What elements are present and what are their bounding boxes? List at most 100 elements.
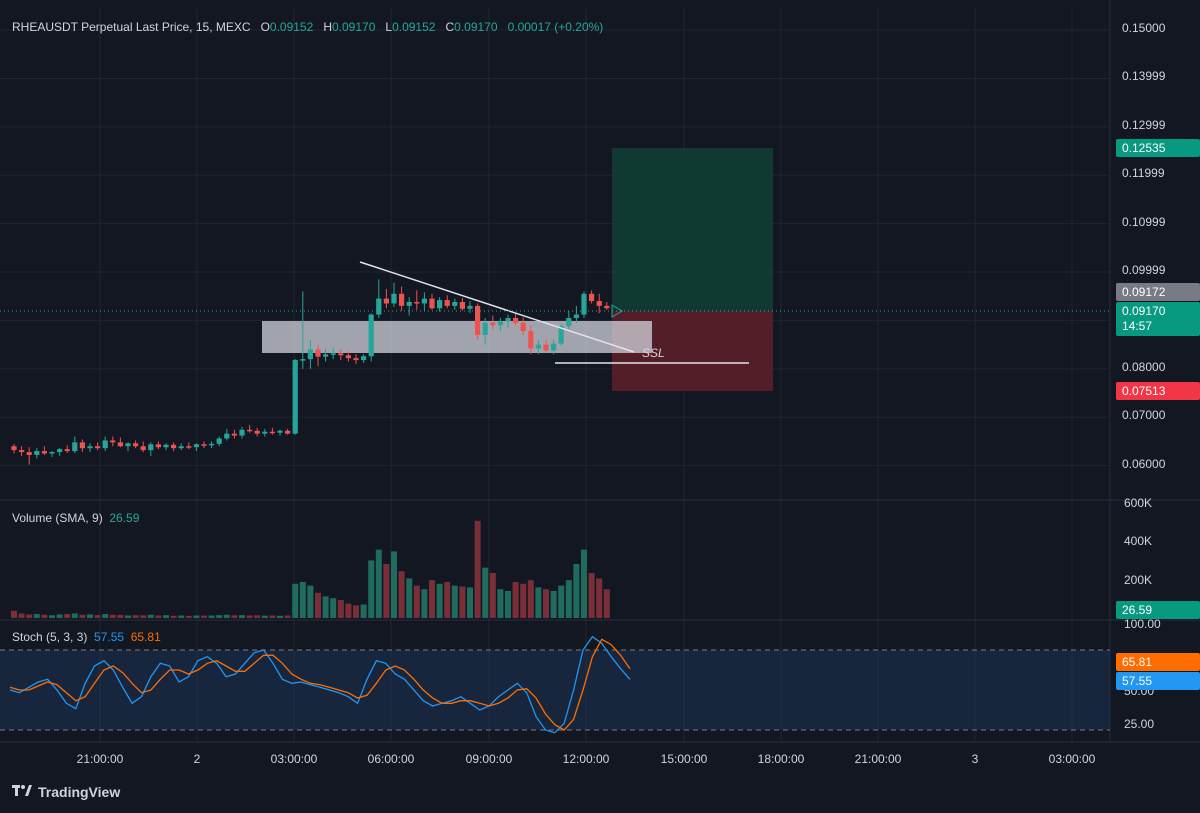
- price-axis-label: 0.09999: [1122, 263, 1166, 277]
- volume-bar: [277, 615, 283, 618]
- volume-bar: [132, 615, 139, 618]
- volume-bar: [436, 583, 443, 618]
- last-price-tag: 0.09170 14:57: [1116, 302, 1200, 336]
- time-axis-label: 3: [971, 752, 979, 766]
- volume-bar: [26, 614, 33, 618]
- volume-legend[interactable]: Volume (SMA, 9) 26.59: [12, 511, 139, 525]
- support-zone: [262, 321, 652, 353]
- candle-body: [315, 349, 321, 357]
- stoch-d-line: [9, 638, 631, 731]
- candle-body: [19, 450, 25, 453]
- candle-body: [345, 355, 351, 359]
- volume-bar: [375, 549, 382, 618]
- target-price-tag: 0.12535: [1116, 139, 1200, 157]
- candle-body: [338, 353, 344, 356]
- volume-bar: [125, 615, 131, 618]
- volume-bar: [33, 614, 40, 618]
- volume-bar: [185, 615, 192, 618]
- volume-bar: [383, 564, 390, 618]
- candle-body: [34, 451, 40, 455]
- stoch-legend[interactable]: Stoch (5, 3, 3) 57.55 65.81: [12, 630, 161, 644]
- volume-bar: [216, 615, 223, 618]
- candle-body: [41, 451, 47, 454]
- symbol-title: RHEAUSDT Perpetual Last Price, 15, MEXC: [12, 20, 251, 34]
- volume-bar: [292, 583, 299, 618]
- volume-bar: [223, 614, 230, 618]
- close-value: 0.09170: [454, 20, 498, 34]
- candle-body: [406, 302, 412, 306]
- volume-axis-label: 400K: [1124, 534, 1153, 548]
- volume-bar: [558, 585, 565, 618]
- ssl-annotation[interactable]: SSL: [642, 346, 665, 360]
- volume-bar: [603, 589, 610, 618]
- candle-body: [102, 440, 108, 449]
- candle-body: [231, 433, 237, 436]
- volume-bar: [11, 610, 17, 618]
- symbol-legend[interactable]: RHEAUSDT Perpetual Last Price, 15, MEXC …: [12, 20, 603, 34]
- candle-body: [186, 446, 192, 448]
- volume-bar: [520, 583, 527, 618]
- volume-bar: [284, 615, 291, 618]
- candle-body: [79, 442, 85, 449]
- candle-body: [133, 443, 139, 447]
- bar-countdown: 14:57: [1122, 319, 1153, 333]
- stop-price-tag: 0.07513: [1116, 382, 1200, 400]
- candle-body: [140, 446, 146, 451]
- volume-bar: [140, 615, 147, 618]
- price-axis-label: 0.07000: [1122, 408, 1166, 422]
- volume-bar: [474, 520, 481, 618]
- candle-body: [543, 344, 549, 351]
- candle-body: [383, 298, 389, 304]
- stoch-axis-label: 25.00: [1124, 717, 1155, 731]
- take-profit-zone: [612, 148, 773, 311]
- volume-bar: [307, 585, 314, 618]
- volume-bar: [398, 571, 405, 618]
- candle-body: [307, 349, 313, 360]
- candle-body: [421, 298, 427, 304]
- time-axis-label: 03:00:00: [1048, 752, 1096, 766]
- tradingview-brand[interactable]: TradingView: [12, 784, 120, 800]
- volume-bar: [269, 615, 276, 618]
- candle-body: [171, 444, 177, 449]
- stoch-k-tag: 57.55: [1116, 672, 1200, 690]
- volume-bar: [565, 580, 572, 618]
- candle-body: [444, 300, 450, 306]
- volume-bar: [231, 615, 238, 618]
- candle-body: [482, 322, 488, 335]
- time-axis-label: 12:00:00: [562, 752, 610, 766]
- candle-body: [490, 322, 496, 326]
- time-axis-label: 21:00:00: [854, 752, 902, 766]
- volume-bar: [117, 614, 124, 618]
- volume-bar: [254, 615, 261, 618]
- candle-body: [201, 444, 207, 446]
- time-axis-label: 06:00:00: [367, 752, 415, 766]
- volume-bar: [429, 580, 435, 618]
- candle-body: [520, 322, 526, 332]
- low-label: L: [385, 20, 393, 34]
- candle-body: [399, 293, 405, 306]
- volume-bar: [459, 586, 466, 618]
- volume-bar: [482, 567, 489, 618]
- volume-bar: [208, 615, 215, 618]
- candle-body: [117, 442, 123, 447]
- volume-label: Volume (SMA, 9): [12, 511, 103, 525]
- candle-body: [26, 452, 32, 455]
- candle-body: [414, 302, 420, 304]
- candle-body: [376, 298, 382, 315]
- volume-bar: [299, 582, 306, 618]
- high-value: 0.09170: [331, 20, 376, 34]
- volume-bar: [505, 591, 511, 618]
- time-axis-label: 15:00:00: [660, 752, 708, 766]
- candle-body: [64, 449, 70, 452]
- volume-axis-label: 600K: [1124, 496, 1153, 510]
- price-axis-label: 0.15000: [1122, 21, 1166, 35]
- price-arrow-icon: [611, 304, 623, 318]
- candle-body: [361, 356, 367, 361]
- volume-bar: [56, 614, 63, 618]
- volume-bar: [94, 615, 101, 618]
- stoch-k-value: 57.55: [94, 630, 125, 644]
- candle-body: [323, 354, 329, 357]
- candle-body: [292, 360, 298, 434]
